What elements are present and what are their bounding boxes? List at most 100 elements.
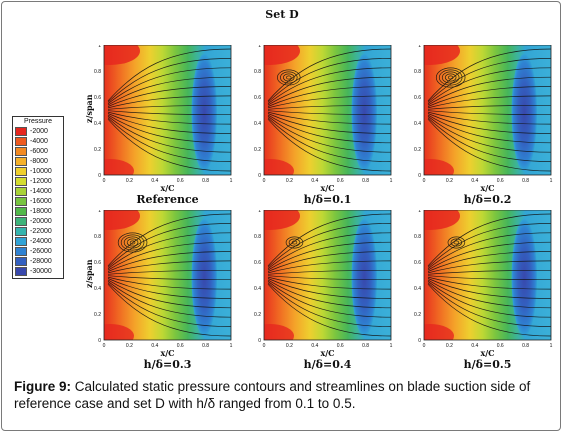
y-tick-label: 0.6	[414, 95, 421, 101]
y-tick-label: 1	[258, 45, 261, 49]
x-tick-label: 0.8	[362, 343, 369, 349]
x-tick-label: 0.4	[471, 178, 478, 184]
low-pressure-region	[191, 219, 218, 337]
x-tick-label: 0.6	[177, 178, 184, 184]
x-tick-label: 0.2	[446, 343, 453, 349]
x-tick-label: 1	[550, 178, 553, 184]
legend-entry: -10000	[15, 166, 61, 176]
y-tick-label: 1	[98, 210, 101, 214]
y-tick-label: 0.6	[94, 95, 101, 101]
x-tick-label: 0.2	[126, 178, 133, 184]
legend-swatch	[15, 216, 27, 226]
panel-label: Reference	[136, 193, 199, 206]
y-tick-label: 1	[418, 210, 421, 214]
y-tick-label: 0.8	[94, 234, 101, 240]
legend-entry: -12000	[15, 176, 61, 186]
y-tick-label: 0.4	[414, 121, 421, 127]
contour-panel: 0 0.2 0.4 0.6 0.8 1 0 0.2 0.4 0.6 0.8 1 x/C h/δ=0.2	[406, 45, 563, 210]
streamlines	[267, 213, 391, 337]
legend-swatch	[15, 256, 27, 266]
legend-label: -2000	[30, 127, 48, 135]
legend-label: -6000	[30, 147, 48, 155]
y-tick-label: 0	[418, 338, 421, 344]
x-tick-label: 1	[550, 343, 553, 349]
low-pressure-region	[511, 219, 538, 337]
x-axis-title: x/C	[480, 348, 495, 358]
x-tick-label: 0.2	[286, 343, 293, 349]
streamlines	[427, 213, 551, 337]
y-tick-label: 0.2	[254, 312, 261, 318]
contour-plot: 0 0.2 0.4 0.6 0.8 1 0 0.2 0.4 0.6 0.8 1	[254, 210, 393, 349]
y-axis-title: z/span	[84, 94, 94, 123]
x-tick-label: 0.8	[202, 343, 209, 349]
x-tick-label: 0.4	[151, 343, 158, 349]
x-tick-label: 1	[390, 178, 393, 184]
contour-plot: 0 0.2 0.4 0.6 0.8 1 0 0.2 0.4 0.6 0.8 1	[254, 45, 393, 184]
legend-label: -24000	[30, 237, 52, 245]
x-tick-label: 0	[263, 178, 266, 184]
legend-entry: -30000	[15, 266, 61, 276]
legend-label: -16000	[30, 197, 52, 205]
contour-panel: 0 0.2 0.4 0.6 0.8 1 0 0.2 0.4 0.6 0.8 1 x/C h/δ=0.4	[246, 210, 403, 375]
x-tick-label: 0.6	[337, 178, 344, 184]
y-axis-title: z/span	[84, 259, 94, 288]
legend-rows: -2000 -4000 -6000 -8000 -10000 -12000 -14000 -1…	[15, 126, 61, 276]
contour-panel: 0 0.2 0.4 0.6 0.8 1 0 0.2 0.4 0.6 0.8 1 x/C z/span Ref…	[84, 45, 243, 210]
legend-entry: -28000	[15, 256, 61, 266]
streamlines	[107, 48, 231, 172]
legend-entry: -18000	[15, 206, 61, 216]
y-tick-label: 0.8	[414, 69, 421, 75]
x-tick-label: 0.6	[177, 343, 184, 349]
x-tick-label: 0.6	[337, 343, 344, 349]
y-tick-label: 0	[418, 173, 421, 179]
x-axis-title: x/C	[480, 183, 495, 193]
y-tick-label: 0.8	[414, 234, 421, 240]
x-tick-label: 0.8	[362, 178, 369, 184]
contour-plot: 0 0.2 0.4 0.6 0.8 1 0 0.2 0.4 0.6 0.8 1	[94, 45, 233, 184]
y-tick-label: 0.2	[94, 147, 101, 153]
legend-label: -18000	[30, 207, 52, 215]
y-tick-label: 1	[98, 45, 101, 49]
y-tick-label: 0.4	[254, 286, 261, 292]
y-tick-label: 0.6	[94, 260, 101, 266]
legend-entry: -26000	[15, 246, 61, 256]
legend-entry: -22000	[15, 226, 61, 236]
set-title: Set D	[265, 8, 299, 21]
legend-swatch	[15, 146, 27, 156]
y-tick-label: 0.4	[94, 121, 101, 127]
legend-swatch	[15, 186, 27, 196]
legend-label: -8000	[30, 157, 48, 165]
contour-plot: 0 0.2 0.4 0.6 0.8 1 0 0.2 0.4 0.6 0.8 1	[94, 210, 233, 349]
x-tick-label: 1	[230, 178, 233, 184]
low-pressure-region	[191, 54, 218, 172]
legend-entry: -16000	[15, 196, 61, 206]
x-axis-title: x/C	[160, 183, 175, 193]
legend-label: -20000	[30, 217, 52, 225]
x-tick-label: 0.4	[311, 343, 318, 349]
x-tick-label: 0.6	[497, 178, 504, 184]
figure-caption: Figure 9: Calculated static pressure con…	[14, 378, 550, 412]
legend-label: -10000	[30, 167, 52, 175]
y-tick-label: 0.8	[94, 69, 101, 75]
legend-entry: -2000	[15, 126, 61, 136]
x-tick-label: 1	[390, 343, 393, 349]
legend-label: -14000	[30, 187, 52, 195]
y-tick-label: 1	[258, 210, 261, 214]
x-tick-label: 0	[263, 343, 266, 349]
legend-label: -12000	[30, 177, 52, 185]
y-tick-label: 0.2	[254, 147, 261, 153]
legend-label: -28000	[30, 257, 52, 265]
y-tick-label: 0.8	[254, 69, 261, 75]
legend-swatch	[15, 266, 27, 276]
legend-entry: -4000	[15, 136, 61, 146]
x-tick-label: 0	[103, 178, 106, 184]
low-pressure-region	[511, 54, 538, 172]
legend-swatch	[15, 126, 27, 136]
panel-label: h/δ=0.5	[463, 358, 512, 371]
y-tick-label: 0	[98, 173, 101, 179]
legend-swatch	[15, 196, 27, 206]
y-tick-label: 0.6	[254, 260, 261, 266]
legend-entry: -24000	[15, 236, 61, 246]
y-tick-label: 0	[258, 338, 261, 344]
